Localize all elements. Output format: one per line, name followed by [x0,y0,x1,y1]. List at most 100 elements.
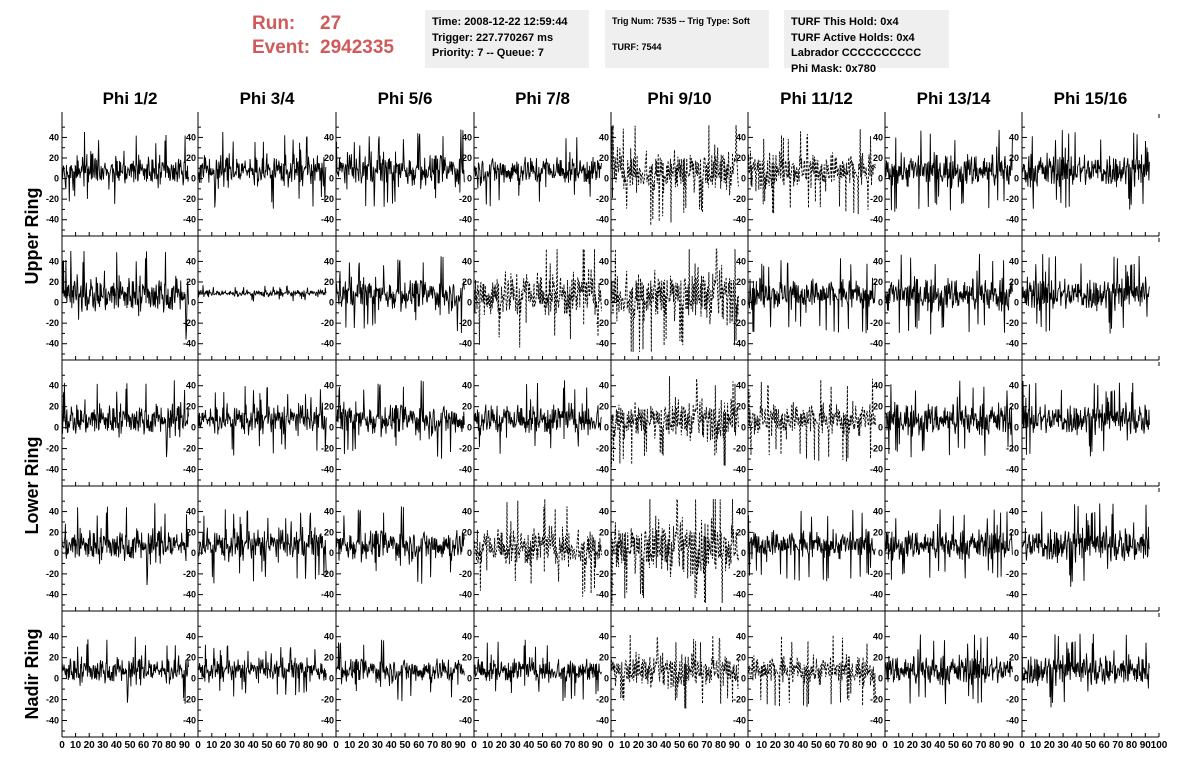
y-tick-label: -40 [459,716,472,726]
row-label: Upper Ring [22,188,42,285]
y-tick-label: -40 [870,339,883,349]
y-tick-label: 40 [873,632,883,642]
y-tick-label: 20 [462,277,472,287]
y-tick-label: -40 [459,215,472,225]
x-tick-label: 70 [1112,740,1124,751]
y-tick-label: 20 [49,527,59,537]
x-tick-label: 0 [59,740,65,751]
y-tick-label: -40 [321,465,334,475]
y-tick-label: -20 [596,444,609,454]
y-tick-label: -40 [733,716,746,726]
x-tick-label: 50 [399,740,411,751]
y-tick-label: 20 [736,277,746,287]
waveform-panel: -40 -20 0 20 40 [321,360,475,487]
y-tick-label: 40 [873,132,883,142]
x-tick-label: 10 [482,740,494,751]
y-tick-label: -40 [733,465,746,475]
y-tick-label: -20 [459,569,472,579]
y-tick-label: -20 [870,318,883,328]
y-tick-label: -40 [46,716,59,726]
y-tick-label: 20 [186,527,196,537]
waveform-trace [610,498,739,603]
x-tick-label: 80 [852,740,864,751]
y-tick-label: 20 [186,277,196,287]
x-tick-label: 50 [1085,740,1097,751]
y-tick-label: 0 [878,674,883,684]
y-tick-label: -40 [183,590,196,600]
x-tick-label: 60 [1099,740,1111,751]
y-tick-label: -20 [733,569,746,579]
x-tick-label: 80 [715,740,727,751]
y-tick-label: 0 [191,423,196,433]
y-tick-label: 40 [1009,381,1019,391]
x-tick-label: 70 [152,740,164,751]
y-tick-label: 0 [1014,174,1019,184]
y-tick-label: -20 [1006,695,1019,705]
y-tick-label: -20 [459,444,472,454]
waveform-panel: -40 -20 0 20 40 [183,360,337,487]
x-tick-label: 10 [619,740,631,751]
waveform-trace [747,258,876,334]
y-tick-label: 40 [324,632,334,642]
y-tick-label: -40 [733,339,746,349]
turf-this-hold-line: TURF This Hold: 0x4 [791,16,899,28]
waveform-trace [884,509,1013,580]
waveform-trace [197,509,327,584]
x-tick-label: 60 [962,740,974,751]
waveform-panel: -40 -20 0 20 40 [183,486,337,612]
y-tick-label: 0 [604,674,609,684]
waveform-panel: -40 -20 0 20 40 [870,236,1023,361]
x-tick-label: 0 [608,740,614,751]
row-label: Nadir Ring [22,628,42,719]
y-tick-label: -20 [1006,569,1019,579]
y-tick-label: 0 [54,548,59,558]
turf-info-panel: TURF This Hold: 0x4 TURF Active Holds: 0… [784,10,949,75]
waveform-trace [747,378,876,462]
turf-line: TURF: 7544 [612,42,662,52]
y-tick-label: 0 [741,298,746,308]
y-tick-label: -40 [183,716,196,726]
y-tick-label: 20 [599,527,609,537]
y-tick-label: 40 [599,256,609,266]
y-tick-label: 40 [599,632,609,642]
y-tick-label: -40 [1006,339,1019,349]
run-event-box: Run: 27 Event: 2942335 [252,12,394,60]
y-tick-label: 20 [1009,653,1019,663]
y-tick-label: 0 [1014,423,1019,433]
y-tick-label: 0 [191,548,196,558]
x-tick-label: 10 [70,740,82,751]
y-tick-label: 40 [462,132,472,142]
waveform-trace [197,285,327,302]
y-tick-label: -20 [1006,444,1019,454]
y-tick-label: -20 [733,194,746,204]
y-tick-label: -40 [870,716,883,726]
y-tick-label: -20 [183,695,196,705]
y-tick-label: 0 [191,674,196,684]
y-tick-label: -40 [870,215,883,225]
x-tick-label: 70 [975,740,987,751]
y-tick-label: 20 [736,153,746,163]
y-tick-label: 0 [329,174,334,184]
y-tick-label: 20 [49,153,59,163]
y-tick-label: -40 [46,465,59,475]
x-tick-label: 60 [275,740,287,751]
y-tick-label: -20 [596,569,609,579]
x-tick-label: 0 [882,740,888,751]
waveform-panel: -40 -20 0 20 40 [321,486,475,612]
x-tick-label: 10 [756,740,768,751]
waveform-trace [610,125,739,226]
y-tick-label: 40 [1009,507,1019,517]
y-tick-label: -40 [1006,215,1019,225]
waveform-panel: -40 -20 0 20 40 [459,486,612,612]
column-title: Phi 3/4 [240,89,295,108]
x-tick-label: 60 [688,740,700,751]
y-tick-label: 40 [873,256,883,266]
waveform-trace [335,380,465,459]
waveform-trace [61,503,189,586]
waveform-trace [1021,380,1150,457]
column-title: Phi 7/8 [515,89,570,108]
x-tick-label: 40 [523,740,535,751]
